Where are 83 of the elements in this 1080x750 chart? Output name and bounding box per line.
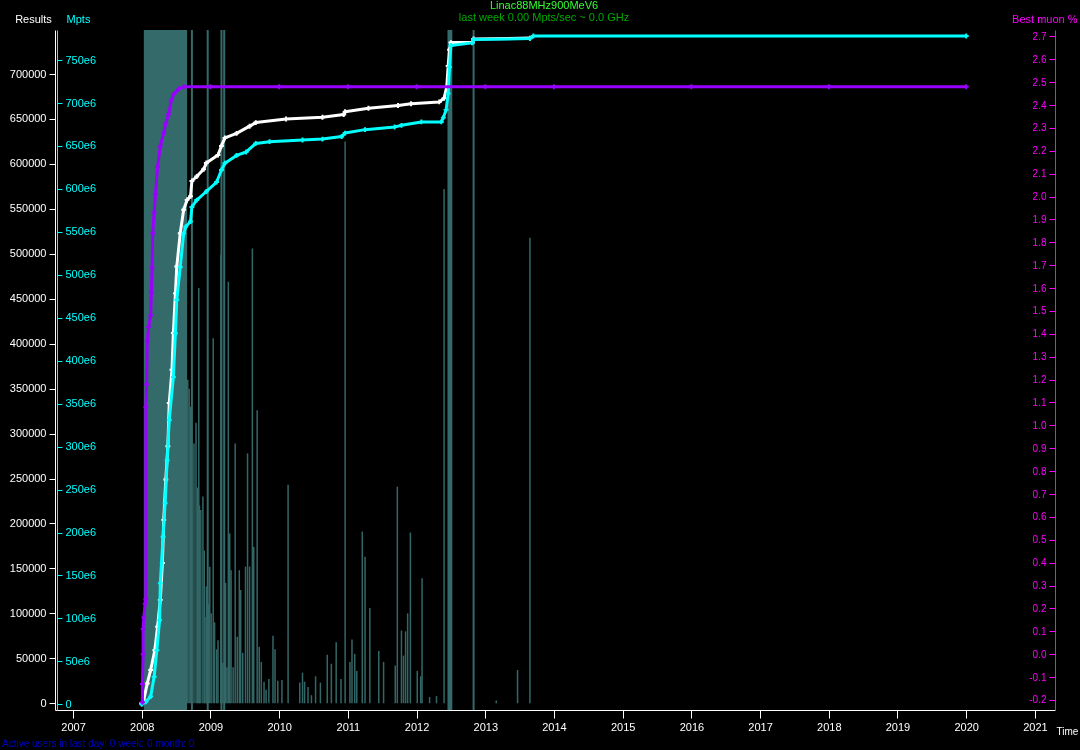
y2-tick-label: 2.4 xyxy=(1032,99,1047,111)
y2-tick-label: 0.2 xyxy=(1032,602,1047,614)
x-tick-label: 2013 xyxy=(473,720,499,733)
chart-title: Linac88MHz900MeV6 xyxy=(489,0,599,11)
y-tick-label: 100000 xyxy=(9,606,47,619)
y2-tick-label: 0.0 xyxy=(1032,648,1047,660)
y3-tick-label: 150e6 xyxy=(65,568,97,581)
y3-axis-title: Mpts xyxy=(66,12,91,25)
y-tick-label: 200000 xyxy=(9,516,47,529)
y2-tick-label: 2.1 xyxy=(1032,168,1047,180)
y2-tick-label: 0.5 xyxy=(1032,534,1047,546)
y2-tick-label: 1.5 xyxy=(1032,305,1047,317)
y2-tick-label: 0.1 xyxy=(1032,625,1047,637)
y2-tick-label: 2.3 xyxy=(1032,122,1047,134)
y-tick-label: 700000 xyxy=(9,67,47,80)
y-tick-label: 650000 xyxy=(9,112,47,125)
y3-tick-label: 100e6 xyxy=(65,611,97,624)
y3-tick-label: 650e6 xyxy=(65,139,97,152)
x-tick-label: 2021 xyxy=(1023,720,1048,733)
text: Active users in last day: 0 week: 0 month: 0 xyxy=(2,738,195,749)
y-tick-label: 600000 xyxy=(9,157,47,170)
x-tick-label: 2009 xyxy=(198,720,224,733)
y-tick-label: 150000 xyxy=(9,561,47,574)
y2-tick-label: 0.9 xyxy=(1032,442,1047,454)
x-axis-title: Time xyxy=(1056,725,1079,737)
y3-tick-label: 550e6 xyxy=(65,225,97,238)
x-tick-label: 2016 xyxy=(679,720,705,733)
x-tick-label: 2010 xyxy=(267,720,292,733)
y2-tick-label: 0.8 xyxy=(1032,465,1047,477)
y3-tick-label: 400e6 xyxy=(65,354,97,367)
y3-tick-label: 50e6 xyxy=(65,654,90,667)
y-tick-label: 350000 xyxy=(9,382,47,395)
y2-tick-label: 0.7 xyxy=(1032,488,1047,500)
y2-axis-title: Best muon % xyxy=(1012,12,1078,25)
y-tick-label: 400000 xyxy=(9,337,47,350)
y2-tick-label: 1.7 xyxy=(1032,259,1047,271)
y2-tick-label: 0.6 xyxy=(1032,511,1047,523)
y2-tick-label: 0.4 xyxy=(1032,557,1047,569)
y2-tick-label: 1.4 xyxy=(1032,328,1047,340)
x-tick-label: 2012 xyxy=(404,720,430,733)
y2-tick-label: 1.6 xyxy=(1032,282,1047,294)
y3-tick-label: 200e6 xyxy=(65,526,97,539)
y3-tick-label: 750e6 xyxy=(65,53,97,66)
y3-tick-label: 300e6 xyxy=(65,440,97,453)
y-tick-label: 450000 xyxy=(9,292,47,305)
x-tick-label: 2007 xyxy=(61,720,86,733)
y3-tick-label: 700e6 xyxy=(65,96,97,109)
y2-tick-label: 1.8 xyxy=(1032,236,1047,248)
x-tick-label: 2019 xyxy=(885,720,911,733)
y2-tick-label: -0.2 xyxy=(1029,694,1047,706)
y2-tick-label: 1.1 xyxy=(1032,396,1047,408)
y-tick-label: 250000 xyxy=(9,472,47,485)
y2-tick-label: 2.2 xyxy=(1032,145,1047,157)
y3-tick-label: 500e6 xyxy=(65,268,97,281)
y2-tick-label: 0.3 xyxy=(1032,580,1047,592)
y2-tick-label: 2.7 xyxy=(1032,30,1047,42)
y-tick-label: 500000 xyxy=(9,247,47,260)
x-tick-label: 2011 xyxy=(336,720,361,733)
x-tick-label: 2015 xyxy=(610,720,636,733)
x-tick-label: 2018 xyxy=(817,720,842,733)
y-axis-title: Results xyxy=(15,12,53,25)
y3-tick-label: 0 xyxy=(65,697,72,710)
y2-tick-label: 1.3 xyxy=(1032,351,1047,363)
y-tick-label: 550000 xyxy=(9,202,47,215)
y2-tick-label: 1.9 xyxy=(1032,213,1047,225)
y3-tick-label: 450e6 xyxy=(65,311,97,324)
y2-tick-label: -0.1 xyxy=(1029,671,1047,683)
y2-tick-label: 2.5 xyxy=(1032,76,1047,88)
y-tick-label: 0 xyxy=(40,696,47,709)
y2-tick-label: 2.6 xyxy=(1032,53,1047,65)
y3-tick-label: 250e6 xyxy=(65,483,97,496)
y2-tick-label: 2.0 xyxy=(1032,191,1047,203)
chart-subtitle: last week 0.00 Mpts/sec ~ 0.0 GHz xyxy=(458,11,630,23)
y-tick-label: 50000 xyxy=(15,651,47,664)
x-tick-label: 2017 xyxy=(748,720,773,733)
y-tick-label: 300000 xyxy=(9,427,47,440)
x-tick-label: 2014 xyxy=(542,720,567,733)
y2-tick-label: 1.0 xyxy=(1032,419,1047,431)
x-tick-label: 2008 xyxy=(130,720,155,733)
y3-tick-label: 600e6 xyxy=(65,182,97,195)
y3-tick-label: 350e6 xyxy=(65,397,97,410)
y2-tick-label: 1.2 xyxy=(1032,374,1047,386)
x-tick-label: 2020 xyxy=(954,720,979,733)
